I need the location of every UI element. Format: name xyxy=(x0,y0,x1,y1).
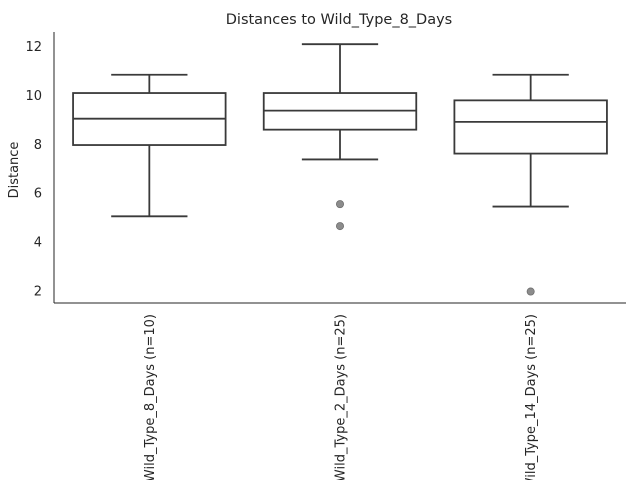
y-tick-label: 8 xyxy=(34,138,42,153)
iqr-box xyxy=(453,99,608,155)
x-tick-label: Wild_Type_14_Days (n=25) xyxy=(524,314,539,480)
x-tick-label: Wild_Type_8_Days (n=10) xyxy=(143,314,158,480)
y-tick-label: 12 xyxy=(25,40,42,55)
outlier-point xyxy=(335,222,344,231)
y-tick-label: 4 xyxy=(34,235,42,250)
y-tick-label: 6 xyxy=(34,187,42,202)
box-1 xyxy=(72,73,227,218)
y-tick-label: 2 xyxy=(34,284,42,299)
x-ticks: Wild_Type_8_Days (n=10) Wild_Type_2_Days … xyxy=(143,314,539,480)
boxes xyxy=(72,43,608,296)
y-axis-label: Distance xyxy=(7,142,22,199)
box-2 xyxy=(262,43,418,231)
outlier-point xyxy=(526,287,535,296)
y-ticks: 2 4 6 8 10 12 xyxy=(25,40,42,299)
outlier-point xyxy=(335,200,344,209)
y-tick-label: 10 xyxy=(25,89,42,104)
x-tick-label: Wild_Type_2_Days (n=25) xyxy=(334,314,349,480)
box-3 xyxy=(453,73,608,296)
chart-title: Distances to Wild_Type_8_Days xyxy=(226,12,452,28)
